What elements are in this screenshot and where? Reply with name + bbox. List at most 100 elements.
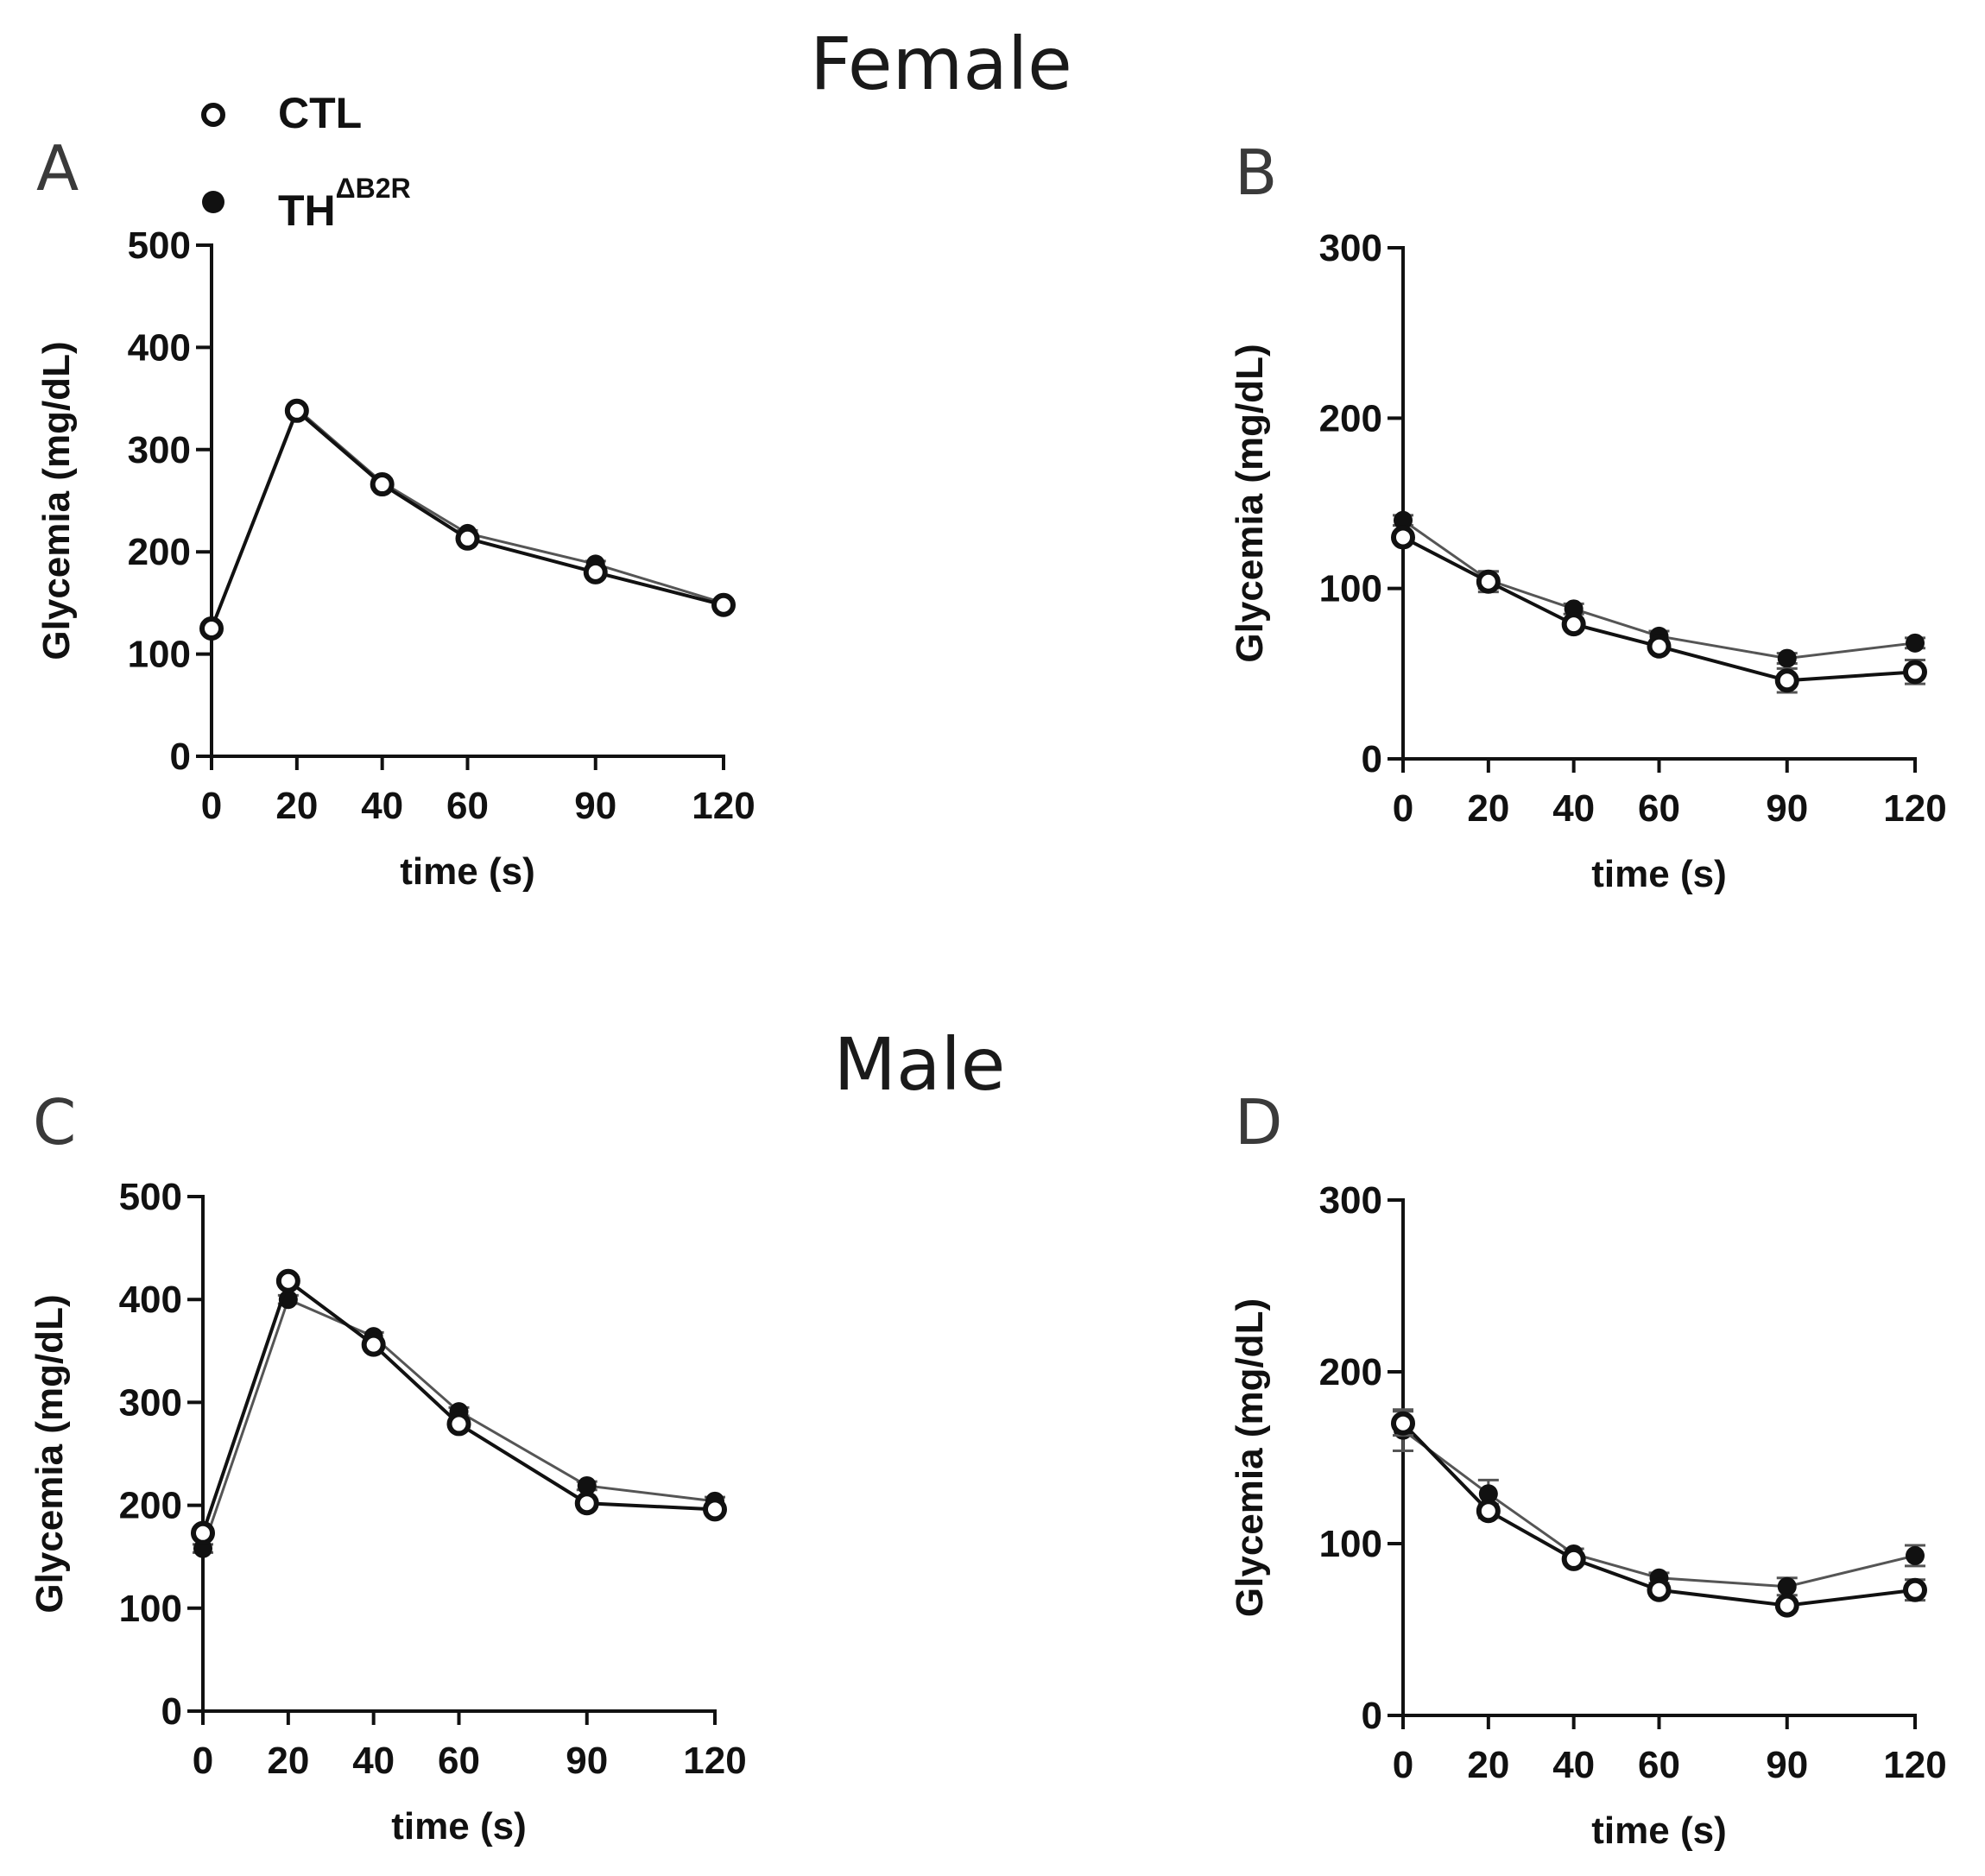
y-axis-label: Glycemia (mg/dL) (35, 341, 78, 660)
y-tick-label: 100 (119, 1588, 182, 1630)
x-axis-label: time (s) (391, 1805, 526, 1848)
data-point-ctl (1774, 668, 1799, 693)
series-line-th (1402, 519, 1916, 660)
x-tick-label: 20 (1467, 787, 1509, 830)
legend-ctl-label: CTL (278, 89, 362, 137)
x-tick-label: 40 (361, 785, 403, 827)
legend-th-superscript: ΔB2R (336, 173, 411, 204)
panel-d: D 0 100 200 300 0 20 40 60 90 120 time (s) Glycemia … (1229, 1086, 1947, 1852)
series-ctl (1391, 1410, 1927, 1618)
series-th (201, 399, 734, 638)
data-point-ctl (1561, 1546, 1586, 1571)
x-tick-label: 120 (1883, 1744, 1946, 1786)
x-tick-label: 60 (1638, 787, 1680, 830)
x-tick-label: 60 (446, 785, 489, 827)
panel-b: B 0 100 200 300 0 20 40 60 90 120 time (s) Glycemia … (1229, 136, 1947, 895)
legend-th-label: THΔB2R (278, 173, 411, 235)
data-point-ctl (1903, 660, 1927, 685)
series-ctl (191, 1268, 727, 1545)
x-tick-label: 90 (1766, 787, 1808, 830)
data-point-ctl (1476, 1499, 1501, 1524)
heading-male: Male (834, 1022, 1006, 1107)
x-tick-label: 40 (1552, 1744, 1595, 1786)
series-line-ctl (201, 1278, 716, 1534)
panel-c: C 0 100 200 300 400 500 0 20 40 60 90 120 time (s) Gly… (28, 1086, 747, 1848)
x-tick-label: 120 (692, 785, 755, 827)
x-tick-label: 0 (193, 1740, 213, 1782)
y-tick-label: 400 (128, 326, 191, 369)
data-point-th (1777, 648, 1797, 668)
data-point-ctl (284, 398, 309, 423)
data-point-th (577, 1475, 597, 1495)
data-point-ctl (1774, 1593, 1799, 1618)
x-axis-label: time (s) (1591, 1810, 1726, 1852)
x-tick-label: 40 (1552, 787, 1595, 830)
data-point-ctl (370, 472, 395, 497)
data-point-ctl (1391, 525, 1415, 550)
panel-letter-b: B (1235, 136, 1277, 209)
x-axis-label: time (s) (400, 850, 534, 893)
x-axis-label: time (s) (1591, 853, 1726, 895)
series-line-th (1402, 1429, 1916, 1589)
y-tick-label: 100 (1319, 1523, 1382, 1565)
y-tick-label: 100 (128, 634, 191, 676)
y-tick-label: 500 (119, 1176, 182, 1218)
y-tick-label: 300 (1319, 1179, 1382, 1222)
data-point-th (1394, 510, 1413, 530)
y-tick-label: 200 (1319, 397, 1382, 439)
data-point-ctl (361, 1332, 386, 1357)
y-tick-label: 300 (128, 429, 191, 471)
legend-th-marker (202, 191, 224, 213)
data-point-ctl (574, 1491, 599, 1516)
x-tick-label: 120 (683, 1740, 746, 1782)
x-tick-label: 0 (201, 785, 222, 827)
x-tick-label: 90 (566, 1740, 608, 1782)
y-tick-label: 0 (1362, 738, 1382, 780)
data-point-ctl (1903, 1577, 1927, 1602)
series-line-ctl (210, 407, 724, 629)
x-tick-label: 40 (352, 1740, 395, 1782)
x-tick-label: 0 (1393, 787, 1413, 830)
data-point-th (1906, 1545, 1925, 1565)
data-point-ctl (1476, 569, 1501, 594)
y-tick-label: 100 (1319, 568, 1382, 610)
x-tick-label: 20 (267, 1740, 309, 1782)
data-point-ctl (711, 592, 736, 617)
data-point-ctl (1561, 612, 1586, 637)
data-point-ctl (199, 616, 224, 641)
data-point-th (1777, 1576, 1797, 1596)
data-point-ctl (583, 559, 608, 584)
data-point-ctl (446, 1412, 471, 1437)
x-tick-label: 0 (1393, 1744, 1413, 1786)
panel-letter-d: D (1235, 1086, 1282, 1159)
x-tick-label: 90 (1766, 1744, 1808, 1786)
panel-a: A 0 100 200 300 400 500 0 20 40 60 90 120 time (s) Gly… (35, 132, 755, 893)
data-point-ctl (1647, 1577, 1672, 1602)
y-tick-label: 200 (128, 531, 191, 573)
x-tick-label: 120 (1883, 787, 1946, 830)
series-line-ctl (1401, 1422, 1916, 1608)
data-point-th (1906, 633, 1925, 653)
data-point-ctl (275, 1268, 300, 1293)
x-tick-label: 20 (275, 785, 318, 827)
series-th (1393, 1408, 1925, 1597)
legend-ctl-marker (201, 103, 225, 127)
x-tick-label: 90 (574, 785, 616, 827)
y-tick-label: 300 (119, 1381, 182, 1424)
panel-letter-c: C (33, 1086, 76, 1159)
data-point-th (1478, 1484, 1498, 1504)
data-point-ctl (1647, 634, 1672, 659)
panel-letter-a: A (36, 132, 79, 205)
y-tick-label: 400 (119, 1279, 182, 1321)
series-line-th (210, 406, 724, 629)
series-line-ctl (1402, 535, 1916, 683)
series-ctl (199, 398, 736, 641)
legend: CTL THΔB2R (201, 89, 411, 235)
data-point-ctl (191, 1520, 215, 1545)
y-tick-label: 200 (119, 1485, 182, 1527)
data-point-ctl (703, 1497, 727, 1522)
series-th (1393, 510, 1925, 668)
y-axis-label: Glycemia (mg/dL) (28, 1294, 71, 1613)
y-tick-label: 200 (1319, 1351, 1382, 1393)
